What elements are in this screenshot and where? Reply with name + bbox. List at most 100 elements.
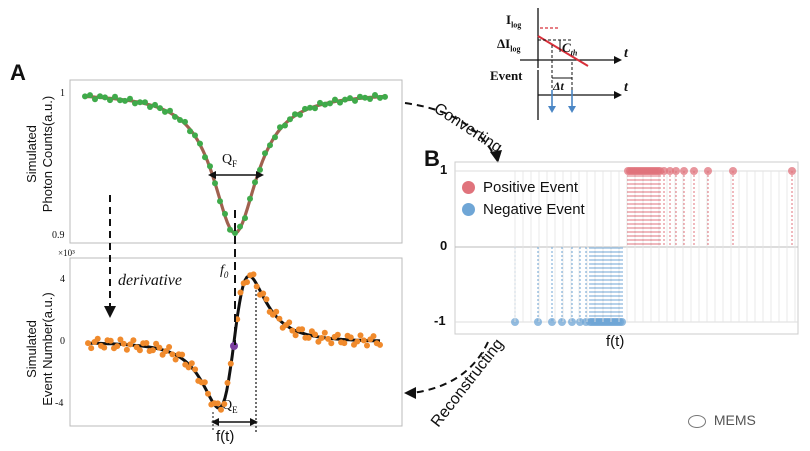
photon-point [312, 105, 318, 112]
inset-cth-main: C [562, 40, 571, 55]
photon-point [242, 215, 248, 222]
bottom-tick-4: 4 [60, 274, 65, 285]
event-number-point [227, 360, 234, 367]
event-number-point [370, 333, 377, 340]
event-number-point [185, 364, 192, 371]
event-number-point [130, 337, 137, 344]
legend-positive-label: Positive Event [483, 178, 579, 196]
photon-point [237, 223, 243, 230]
inset-event-arrow-2-head [568, 106, 576, 113]
photon-point [252, 179, 258, 186]
event-number-point [360, 337, 367, 344]
negative-event-marker [576, 318, 584, 326]
event-number-point [88, 345, 95, 352]
inset-diagram [520, 8, 622, 120]
top-plot [82, 92, 388, 236]
event-number-point [205, 390, 211, 397]
watermark: MEMS [688, 412, 756, 428]
legend-negative-label: Negative Event [483, 200, 585, 218]
photon-point [347, 95, 353, 102]
event-number-point [192, 366, 199, 373]
photon-point [182, 118, 188, 125]
event-number-point [169, 351, 176, 358]
photon-point [117, 97, 123, 104]
photon-point [142, 99, 148, 106]
event-number-point [156, 344, 163, 351]
photon-point [167, 107, 173, 114]
photon-point [92, 96, 98, 103]
converting-arrow-head [490, 150, 502, 163]
panel-a-letter: A [10, 60, 26, 85]
derivative-label: derivative [118, 272, 182, 289]
photon-point [187, 128, 193, 135]
photon-point [207, 163, 213, 170]
qf-label: QF [222, 152, 237, 169]
photon-point [107, 97, 113, 104]
event-number-point [334, 331, 341, 338]
photon-point [277, 124, 283, 131]
photon-point [127, 95, 133, 102]
event-number-point [120, 340, 127, 347]
inset-dt-label: Δt [553, 79, 564, 93]
negative-event-marker [548, 318, 556, 326]
event-number-point [201, 379, 208, 386]
event-number-point [214, 400, 221, 407]
photon-point [147, 104, 153, 110]
negative-event-marker [618, 318, 626, 326]
photon-point [357, 93, 363, 100]
qe-arrow-left-head [211, 418, 219, 426]
qf-arrow-right-head [256, 171, 264, 179]
inset-dilog-label: ΔIlog [497, 36, 520, 54]
inset-x-axis-top-head [614, 56, 622, 64]
f0-label-sub: 0 [223, 269, 229, 280]
photon-point [247, 195, 253, 202]
photon-point [202, 154, 208, 161]
event-number-point [114, 343, 121, 350]
event-number-point [244, 279, 250, 286]
event-number-point [237, 289, 244, 296]
inset-ilog-line [537, 35, 589, 67]
qf-arrow-left-head [208, 171, 216, 179]
event-number-point [292, 332, 299, 339]
negative-event-marker [568, 318, 576, 326]
photon-point [137, 99, 143, 106]
event-number-point [250, 271, 257, 278]
bottom-tick-neg4: -4 [55, 398, 64, 409]
watermark-text: MEMS [713, 412, 756, 428]
qe-label: QE [222, 398, 238, 415]
positive-event-marker [788, 167, 796, 175]
event-number-point [312, 331, 319, 338]
panel-b-frame [454, 161, 799, 335]
inset-event-arrow-1-head [548, 106, 556, 113]
photon-point [317, 99, 323, 106]
bottom-scale-label: ×10³ [58, 248, 75, 258]
event-number-point [136, 347, 143, 354]
negative-event-marker [558, 318, 566, 326]
panel-a-x-label: f(t) [216, 428, 235, 445]
event-number-point [143, 340, 150, 346]
photon-point [172, 113, 178, 120]
photon-point [362, 94, 368, 101]
positive-event-marker [666, 167, 674, 175]
photon-point [267, 142, 273, 149]
panel-b-tick-0: 0 [440, 238, 448, 253]
photon-point [297, 111, 303, 118]
photon-point [212, 180, 218, 187]
event-number-point [253, 283, 260, 290]
qf-label-sub: F [232, 158, 238, 169]
event-number-point [218, 406, 224, 413]
photon-point [222, 210, 228, 217]
qe-label-sub: E [232, 404, 238, 415]
photon-point [132, 100, 138, 107]
event-number-point [260, 290, 267, 297]
photon-point [192, 132, 198, 139]
event-number-point [354, 338, 361, 345]
f0-label: f0 [220, 263, 228, 280]
photon-point [332, 96, 338, 103]
f0-label-main: f [220, 263, 224, 278]
positive-event-marker [672, 167, 680, 175]
event-number-point [123, 346, 130, 353]
event-number-point [162, 348, 169, 355]
event-number-point [321, 329, 328, 336]
event-number-point [94, 335, 101, 342]
